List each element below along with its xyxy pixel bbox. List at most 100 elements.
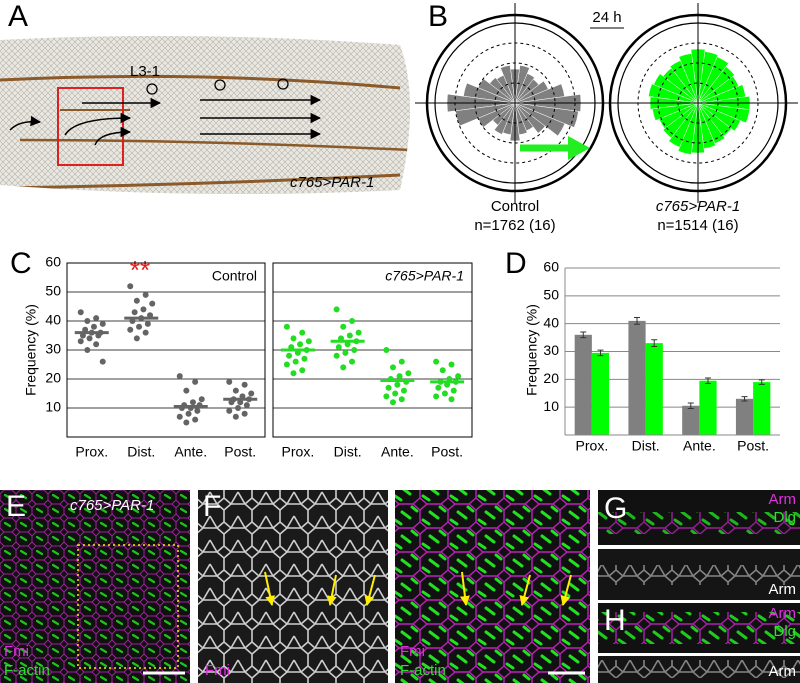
bar: [735, 398, 754, 435]
y-tick-label: 20: [45, 370, 61, 386]
data-point: [433, 358, 440, 365]
stain-label: Fmi: [400, 643, 425, 660]
data-point: [90, 323, 97, 330]
stain-label: F-actin: [4, 662, 50, 679]
y-axis-label: Frequency (%): [23, 304, 39, 396]
x-tick-label: Prox.: [576, 438, 609, 454]
data-point: [93, 315, 100, 322]
vein-label: L3-1: [130, 63, 160, 80]
data-point: [448, 396, 455, 403]
data-point: [355, 329, 362, 336]
stain-label: F-actin: [400, 662, 446, 679]
rose-label: c765>PAR-1: [656, 198, 740, 215]
data-point: [450, 387, 457, 394]
bar: [628, 320, 646, 435]
data-point: [283, 361, 290, 368]
error-bar: [758, 379, 765, 385]
micrograph: [0, 490, 190, 683]
genotype-label: c765>PAR-1: [290, 174, 374, 191]
data-point: [305, 338, 312, 345]
rose-petal: [514, 102, 579, 128]
panel-letter: F: [203, 490, 221, 523]
data-point: [455, 373, 462, 380]
data-point: [189, 399, 196, 406]
data-point: [131, 309, 138, 316]
data-point: [142, 329, 149, 336]
data-point: [194, 407, 201, 414]
data-point: [389, 364, 396, 371]
x-tick-label: Dist.: [632, 438, 660, 454]
time-label: 24 h: [592, 9, 621, 26]
rose-petal: [514, 80, 549, 104]
panel-letter: A: [8, 0, 28, 33]
data-point: [84, 347, 91, 353]
data-point: [127, 283, 134, 290]
data-point: [176, 373, 183, 380]
rose-petal: [514, 65, 530, 104]
data-point: [433, 393, 440, 400]
error-bar: [704, 377, 711, 385]
data-point: [183, 387, 190, 394]
data-point: [232, 413, 239, 420]
data-point: [299, 367, 306, 374]
error-bar: [687, 402, 694, 410]
stain-label: Arm: [769, 663, 797, 680]
data-point: [333, 306, 340, 313]
data-point: [84, 318, 91, 324]
data-point: [133, 335, 140, 342]
data-point: [93, 341, 100, 348]
data-point: [340, 364, 347, 371]
y-tick-label: 10: [543, 398, 559, 414]
y-tick-label: 40: [45, 312, 61, 328]
data-point: [299, 329, 306, 336]
rose-petal: [677, 102, 699, 155]
data-point: [448, 361, 455, 368]
rose-petal: [697, 102, 750, 124]
data-point: [342, 349, 349, 356]
x-tick-label: Post.: [431, 444, 463, 460]
data-point: [441, 390, 448, 397]
data-point: [133, 297, 140, 304]
stain-label: Dlg: [773, 623, 796, 640]
panel-letter: G: [604, 492, 627, 525]
data-point: [389, 399, 396, 406]
data-point: [385, 384, 392, 391]
bar: [682, 405, 700, 435]
error-bar: [580, 331, 587, 339]
error-bar: [741, 396, 748, 402]
data-point: [301, 355, 308, 362]
stain-label: Dlg: [773, 509, 796, 526]
data-point: [77, 338, 84, 345]
data-point: [232, 387, 239, 394]
x-tick-label: Prox.: [75, 444, 108, 460]
panel-letter: C: [10, 247, 32, 280]
data-point: [333, 352, 340, 359]
data-point: [392, 390, 399, 397]
y-tick-label: 50: [543, 287, 559, 303]
rose-petal: [697, 84, 746, 104]
facet-title: Control: [212, 268, 257, 284]
data-point: [136, 323, 143, 330]
data-point: [86, 335, 93, 342]
stain-label: Arm: [769, 491, 797, 508]
data-point: [394, 381, 401, 388]
rose-petal: [697, 102, 716, 149]
data-point: [140, 306, 147, 313]
rose-petal: [669, 60, 699, 104]
stain-label: Arm: [769, 581, 797, 598]
rose-petal: [652, 102, 699, 121]
facet-title: c765>PAR-1: [385, 268, 464, 284]
rose-petal: [493, 102, 516, 135]
y-tick-label: 30: [45, 341, 61, 357]
significance: **: [130, 255, 150, 285]
wing-image: [0, 0, 420, 195]
data-point: [439, 367, 446, 374]
data-point: [192, 378, 199, 385]
data-point: [283, 323, 290, 330]
data-point: [248, 390, 255, 397]
data-point: [398, 396, 405, 403]
y-tick-label: 20: [543, 370, 559, 386]
bar: [753, 382, 771, 435]
